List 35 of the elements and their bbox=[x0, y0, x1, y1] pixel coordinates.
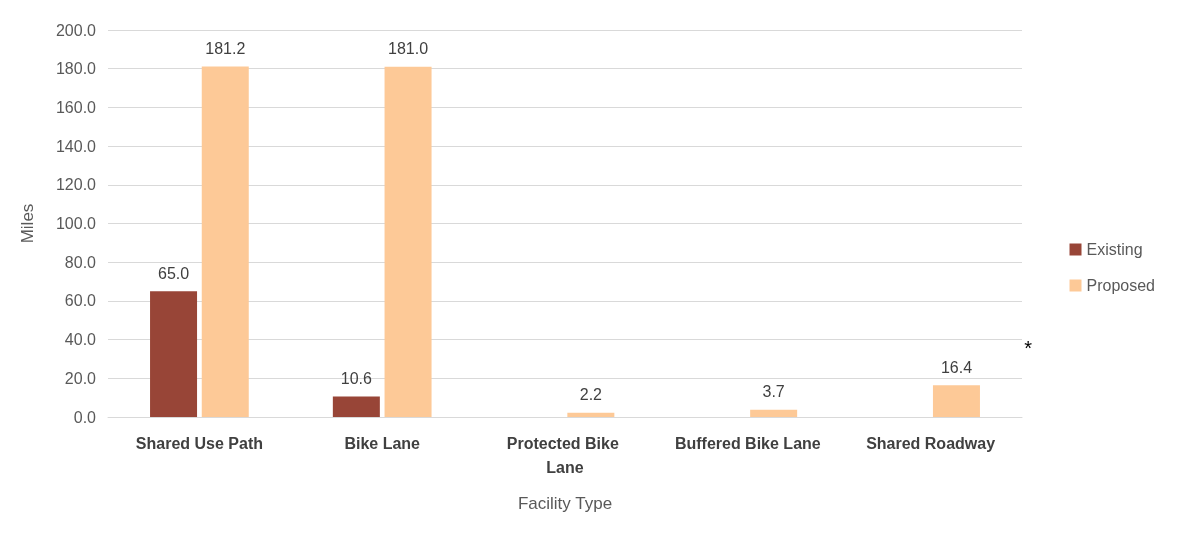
y-tick-label: 20.0 bbox=[64, 369, 97, 387]
x-tick-label: Shared Use Path bbox=[135, 434, 263, 452]
y-tick-label: 180.0 bbox=[55, 60, 97, 78]
y-tick-label: 140.0 bbox=[55, 137, 97, 155]
text: * bbox=[1024, 337, 1033, 359]
x-axis-title: Facility Type bbox=[517, 494, 613, 513]
y-tick-label: 0.0 bbox=[73, 408, 97, 426]
y-tick-label: 40.0 bbox=[64, 331, 97, 349]
y-tick-label: 60.0 bbox=[64, 292, 97, 310]
x-tick-label: Buffered Bike Lane bbox=[674, 434, 821, 452]
data-label: 181.2 bbox=[205, 39, 246, 57]
x-tick-label: Protected Bike Lane bbox=[506, 434, 624, 476]
data-label: 2.2 bbox=[579, 386, 603, 404]
y-tick-label: 120.0 bbox=[55, 176, 97, 194]
y-tick-label: 80.0 bbox=[64, 253, 97, 271]
bar bbox=[932, 385, 980, 417]
legend-label: Existing bbox=[1086, 241, 1143, 258]
data-label: 181.0 bbox=[388, 40, 429, 58]
bar bbox=[150, 291, 198, 417]
y-tick-label: 200.0 bbox=[55, 21, 97, 39]
bar bbox=[201, 66, 249, 417]
data-label: 3.7 bbox=[762, 383, 785, 401]
data-label: 65.0 bbox=[157, 264, 190, 282]
bar bbox=[384, 66, 432, 417]
data-label: 16.4 bbox=[940, 358, 973, 376]
y-tick-label: 160.0 bbox=[55, 98, 97, 116]
bar bbox=[750, 409, 798, 417]
x-tick-label: Shared Roadway bbox=[866, 434, 996, 452]
data-label: 10.6 bbox=[340, 369, 373, 387]
legend-label: Proposed bbox=[1086, 277, 1156, 294]
bar bbox=[332, 396, 380, 417]
x-tick-label: Bike Lane bbox=[344, 434, 421, 452]
bar bbox=[567, 412, 615, 417]
y-tick-label: 100.0 bbox=[55, 215, 97, 232]
y-axis-title: Miles bbox=[18, 203, 37, 244]
